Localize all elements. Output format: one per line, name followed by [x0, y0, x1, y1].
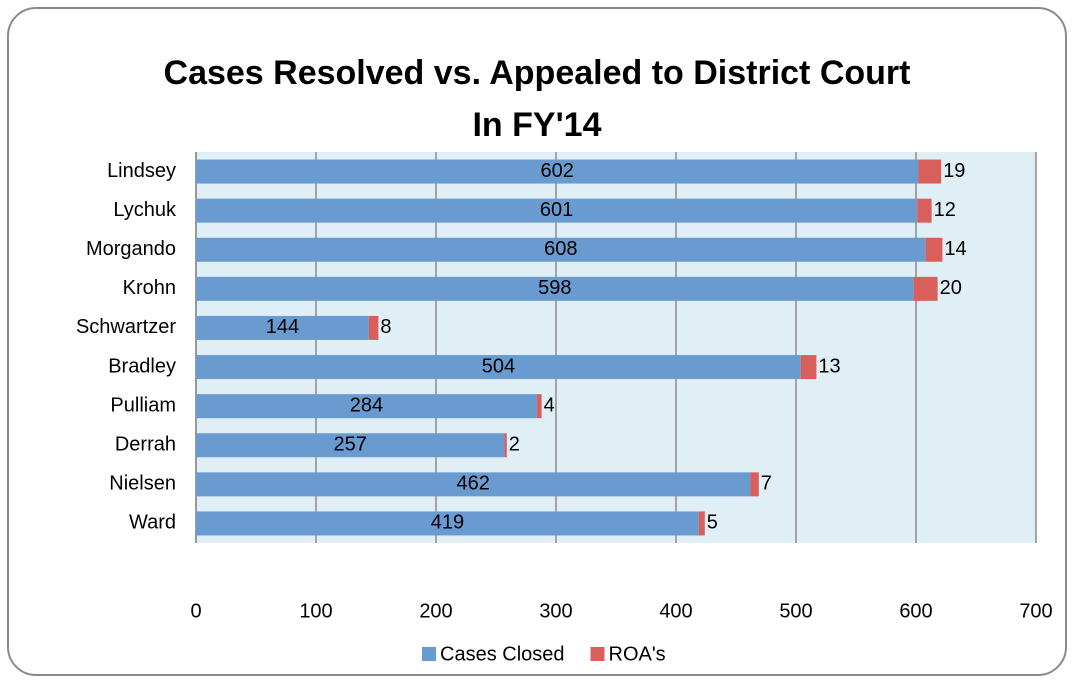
data-label: 284	[350, 394, 383, 416]
data-label: 144	[266, 316, 299, 338]
y-tick-label: Lindsey	[107, 160, 176, 182]
bar-segment	[196, 472, 751, 497]
data-label: 5	[707, 512, 718, 534]
bar-segment	[917, 198, 932, 223]
data-label: 462	[457, 473, 490, 495]
data-label: 504	[482, 355, 515, 377]
x-tick-label: 500	[779, 600, 812, 622]
data-label: 7	[761, 473, 772, 495]
bar-segment	[800, 355, 817, 380]
bar-segment	[196, 315, 369, 340]
legend-label: Cases Closed	[440, 643, 565, 665]
bar-segment	[196, 355, 801, 380]
bar-segment	[925, 237, 943, 262]
y-tick-label: Lychuk	[113, 199, 177, 221]
bar-segment	[196, 433, 505, 458]
x-tick-label: 0	[190, 600, 201, 622]
x-tick-label: 200	[419, 600, 452, 622]
bar-segment	[368, 315, 379, 340]
data-label: 601	[540, 199, 573, 221]
y-tick-label: Bradley	[108, 355, 176, 377]
bar-segment	[196, 276, 914, 301]
data-label: 19	[943, 160, 965, 182]
bar-segment	[698, 511, 705, 536]
legend-swatch	[590, 647, 605, 661]
y-tick-label: Morgando	[86, 238, 176, 260]
data-label: 257	[334, 434, 367, 456]
y-tick-label: Ward	[129, 512, 176, 534]
chart-title: In FY'14	[472, 106, 601, 144]
y-tick-label: Derrah	[115, 434, 176, 456]
data-label: 14	[944, 238, 966, 260]
legend-label: ROA's	[609, 643, 666, 665]
data-label: 20	[940, 277, 962, 299]
data-label: 4	[544, 394, 555, 416]
bar-segment	[196, 394, 537, 419]
bar-segment	[196, 511, 699, 536]
y-tick-label: Pulliam	[110, 394, 176, 416]
x-tick-label: 600	[899, 600, 932, 622]
bar-segment	[918, 159, 942, 184]
y-tick-label: Krohn	[123, 277, 176, 299]
data-label: 602	[541, 160, 574, 182]
bar-segment	[750, 472, 759, 497]
data-label: 608	[544, 238, 577, 260]
x-tick-label: 300	[539, 600, 572, 622]
bar-segment	[196, 198, 918, 223]
data-label: 8	[380, 316, 391, 338]
bar-segment	[913, 276, 938, 301]
data-label: 598	[538, 277, 571, 299]
y-tick-label: Schwartzer	[76, 316, 176, 338]
legend-swatch	[422, 647, 436, 661]
bar-segment	[536, 394, 542, 419]
x-tick-label: 700	[1019, 600, 1052, 622]
data-label: 419	[431, 512, 464, 534]
bar-segment	[196, 237, 926, 262]
data-label: 13	[818, 355, 840, 377]
chart-title: Cases Resolved vs. Appealed to District …	[164, 54, 911, 92]
y-tick-label: Nielsen	[109, 473, 176, 495]
x-tick-label: 400	[659, 600, 692, 622]
bar-segment	[504, 433, 507, 458]
bar-segment	[196, 159, 919, 184]
data-label: 12	[934, 199, 956, 221]
data-label: 2	[509, 434, 520, 456]
x-tick-label: 100	[299, 600, 332, 622]
